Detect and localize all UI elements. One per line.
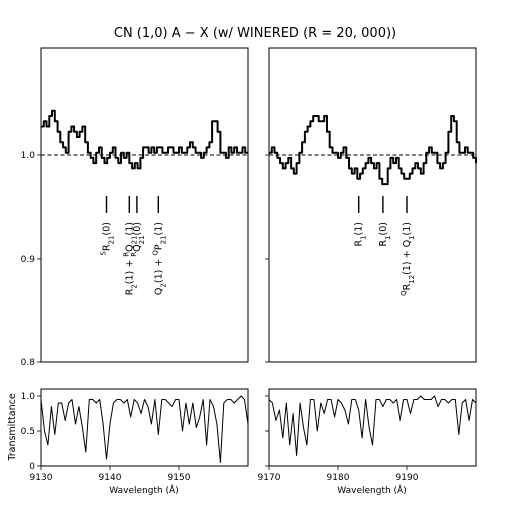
- line-mark-label-2: RQ21(0): [130, 222, 146, 257]
- ytick-label-0.8: 0.8: [21, 358, 36, 368]
- panel-left: 1.0 0.9 0.8 SR21(0) R2(1) + RQ21(1)RQ21(0…: [21, 47, 249, 496]
- line-mark-label-2: QR12(1) + Q1(1): [400, 222, 416, 296]
- x-axis-label-right: Wavelength (Å): [337, 484, 406, 496]
- top-axes-right: [268, 47, 477, 363]
- line-mark-label-0: R1(1): [354, 222, 368, 247]
- line-mark-label-1: R2(1) + RQ21(1): [122, 222, 138, 295]
- bottom-yticks-left: 1.0 0.5 0: [21, 392, 41, 472]
- top-axes-left: [40, 47, 249, 363]
- spectrum-line-left: [41, 109, 248, 170]
- xtick-label-9150: 9150: [168, 473, 191, 483]
- xtick-label-9140: 9140: [99, 473, 122, 483]
- line-mark-label-3: Q2(1) + QP21(1): [151, 222, 167, 295]
- ytick-label-1.0: 1.0: [21, 151, 36, 161]
- line-mark-label-0: SR21(0): [100, 222, 116, 255]
- bottom-yticks-right: [265, 395, 269, 467]
- top-yticks-right: [265, 154, 269, 363]
- transmittance-line-left: [40, 395, 249, 463]
- line-marks-left: SR21(0) R2(1) + RQ21(1)RQ21(0) Q2(1) + QP2…: [100, 196, 167, 295]
- line-marks-right: R1(1) R1(0) QR12(1) + Q1(1): [354, 196, 416, 296]
- panel-right: R1(1) R1(0) QR12(1) + Q1(1) 9170 9180 9190 W…: [258, 47, 477, 496]
- top-yticks-left: 1.0 0.9 0.8: [21, 151, 41, 368]
- transmittance-label: Transmittance: [7, 393, 18, 462]
- x-axis-label-left: Wavelength (Å): [109, 484, 178, 496]
- ytick-label-0.9: 0.9: [21, 255, 36, 265]
- xtick-label-9180: 9180: [327, 473, 350, 483]
- xtick-label-9170: 9170: [258, 473, 281, 483]
- transmittance-line-right: [268, 395, 477, 456]
- ytick-label-b-0: 0: [29, 462, 35, 472]
- xticks-left: 9130 9140 9150: [30, 466, 191, 483]
- spectrum-line-right: [269, 115, 477, 186]
- ytick-label-b-1.0: 1.0: [21, 392, 36, 402]
- xtick-label-9130: 9130: [30, 473, 53, 483]
- bottom-axes-left: [40, 388, 249, 467]
- xticks-right: 9170 9180 9190: [258, 466, 419, 483]
- bottom-axes-right: [268, 388, 477, 467]
- xtick-label-9190: 9190: [396, 473, 419, 483]
- ytick-label-b-0.5: 0.5: [21, 427, 35, 437]
- line-mark-label-1: R1(0): [378, 222, 392, 247]
- y-axis-label-bottom: Transmittance: [7, 393, 18, 462]
- chart-title: CN (1,0) A − X (w/ WINERED (R = 20, 000)…: [114, 26, 396, 41]
